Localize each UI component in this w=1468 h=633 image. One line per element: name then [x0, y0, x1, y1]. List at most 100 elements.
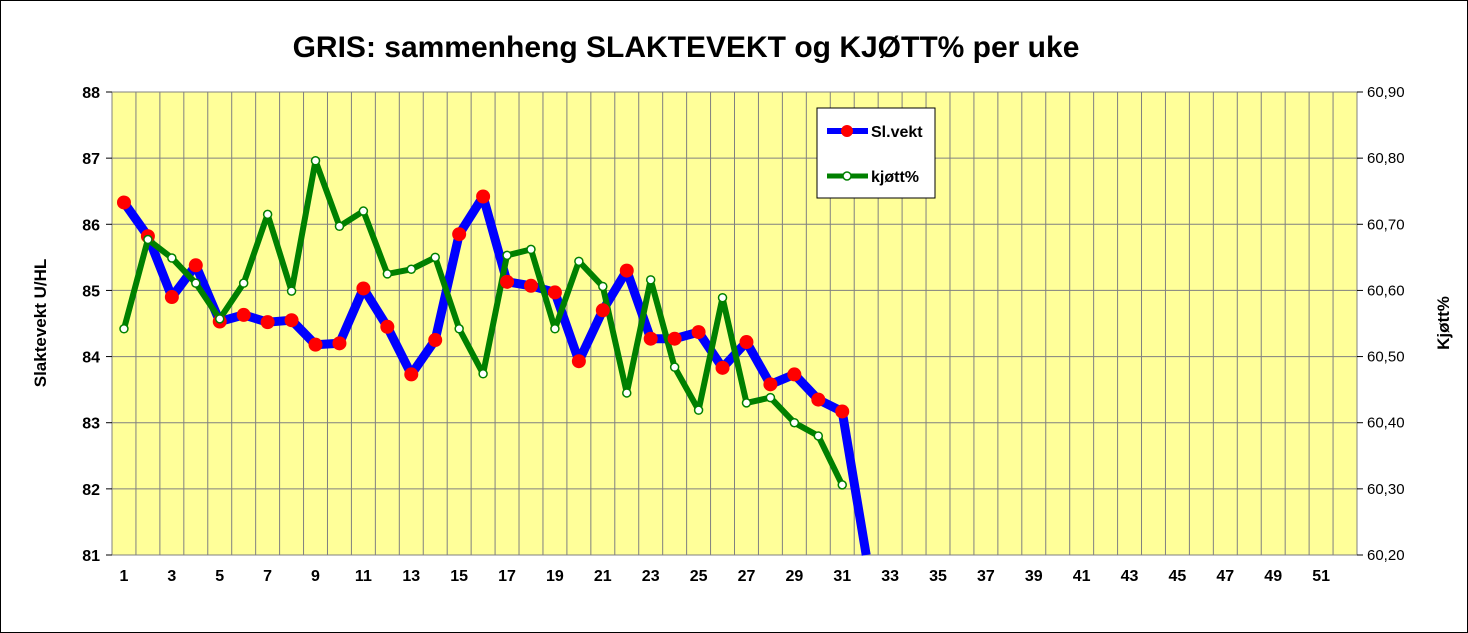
plot-border: [111, 91, 1358, 556]
point-kjott: [286, 286, 297, 296]
point-kjott: [406, 264, 417, 275]
legend-marker-kjott: [842, 171, 852, 181]
x-tick-label: 11: [355, 568, 372, 585]
x-tick-label: 33: [881, 568, 899, 585]
point-slvekt: [715, 360, 730, 375]
point-kjott: [574, 256, 584, 267]
point-kjott: [478, 369, 488, 379]
point-kjott: [717, 292, 728, 303]
point-kjott: [310, 156, 321, 166]
point-slvekt: [380, 319, 395, 334]
y-axis-left-label: Slaktevekt U/HL: [31, 259, 50, 388]
x-tick-label: 7: [263, 568, 272, 585]
point-kjott: [238, 278, 249, 288]
series-layer: [116, 156, 871, 556]
point-slvekt: [691, 325, 706, 340]
point-slvekt: [476, 189, 491, 204]
y-tick-label: 87: [82, 151, 100, 168]
point-kjott: [214, 314, 225, 324]
point-kjott: [669, 362, 680, 372]
x-tick-label: 45: [1169, 568, 1187, 585]
point-slvekt: [667, 331, 682, 346]
point-slvekt: [452, 227, 467, 242]
x-tick-label: 47: [1216, 568, 1234, 585]
x-axis: 1 3 5 7 9 11 13 15 17 19 21 23 25 27 29 31 33 35 37 39 41 43 4…: [120, 568, 1331, 585]
point-kjott: [430, 252, 440, 263]
y2-tick-label: 60,20: [1367, 547, 1405, 564]
y-tick-label: 86: [82, 217, 100, 234]
y2-tick-label: 60,30: [1367, 481, 1405, 498]
x-tick-label: 39: [1025, 568, 1043, 585]
x-tick-label: 23: [642, 568, 660, 585]
x-tick-label: 51: [1312, 568, 1330, 585]
x-tick-label: 15: [450, 568, 468, 585]
legend: Sl.vekt kjøtt%: [816, 107, 936, 199]
y-axis-left: 81 82 83 84 85 86 87 88: [82, 85, 112, 565]
point-slvekt: [523, 278, 538, 293]
y-tick-label: 85: [82, 283, 100, 300]
y-tick-label: 83: [82, 416, 100, 433]
point-kjott: [526, 244, 536, 255]
point-slvekt: [835, 404, 850, 419]
point-slvekt: [619, 263, 634, 278]
point-slvekt: [164, 290, 179, 305]
point-kjott: [143, 234, 153, 245]
point-kjott: [502, 250, 512, 261]
point-slvekt: [739, 335, 754, 350]
x-tick-label: 3: [167, 568, 176, 585]
x-tick-label: 43: [1121, 568, 1139, 585]
x-tick-label: 1: [120, 568, 129, 585]
point-slvekt: [260, 315, 275, 330]
point-kjott: [119, 324, 129, 334]
x-tick-label: 19: [546, 568, 564, 585]
point-slvekt: [763, 377, 778, 392]
y-axis-right-label: Kjøtt%: [1434, 296, 1453, 350]
point-slvekt: [643, 331, 658, 346]
x-tick-label: 13: [402, 568, 420, 585]
point-kjott: [382, 269, 393, 279]
legend-box: [816, 107, 936, 199]
x-tick-label: 21: [594, 568, 612, 585]
point-slvekt: [308, 337, 323, 352]
point-kjott: [334, 221, 345, 232]
point-slvekt: [116, 195, 131, 210]
point-slvekt: [236, 307, 251, 322]
point-kjott: [358, 206, 369, 216]
legend-label-kjott: kjøtt%: [871, 169, 919, 186]
y2-tick-label: 60,60: [1367, 282, 1405, 299]
point-slvekt: [284, 313, 299, 328]
point-kjott: [262, 209, 273, 220]
point-slvekt: [356, 281, 371, 296]
point-kjott: [645, 275, 656, 285]
x-tick-label: 17: [498, 568, 516, 585]
x-tick-label: 9: [311, 568, 320, 585]
point-slvekt: [428, 333, 443, 348]
y-axis-right: 60,20 60,30 60,40 60,50 60,60 60,70 60,80 60,90: [1357, 84, 1405, 564]
legend-marker-slvekt: [841, 125, 853, 137]
y2-tick-label: 60,80: [1367, 150, 1405, 167]
point-kjott: [454, 324, 464, 334]
x-tick-label: 41: [1073, 568, 1091, 585]
point-slvekt: [811, 392, 826, 407]
point-kjott: [765, 392, 776, 403]
y-tick-label: 84: [82, 350, 100, 367]
point-kjott: [598, 281, 608, 292]
x-tick-label: 37: [977, 568, 995, 585]
point-slvekt: [595, 303, 610, 318]
x-tick-label: 27: [738, 568, 756, 585]
point-slvekt: [547, 285, 562, 300]
point-slvekt: [500, 274, 515, 289]
point-kjott: [741, 398, 752, 408]
point-kjott: [191, 278, 201, 288]
point-kjott: [789, 417, 800, 428]
point-slvekt: [188, 258, 203, 273]
x-tick-label: 49: [1264, 568, 1282, 585]
point-kjott: [693, 405, 704, 415]
x-tick-label: 5: [215, 568, 224, 585]
y-tick-label: 81: [82, 548, 100, 565]
y-tick-label: 88: [82, 85, 100, 102]
x-tick-label: 31: [833, 568, 851, 585]
point-kjott: [550, 324, 560, 334]
x-tick-label: 35: [929, 568, 947, 585]
